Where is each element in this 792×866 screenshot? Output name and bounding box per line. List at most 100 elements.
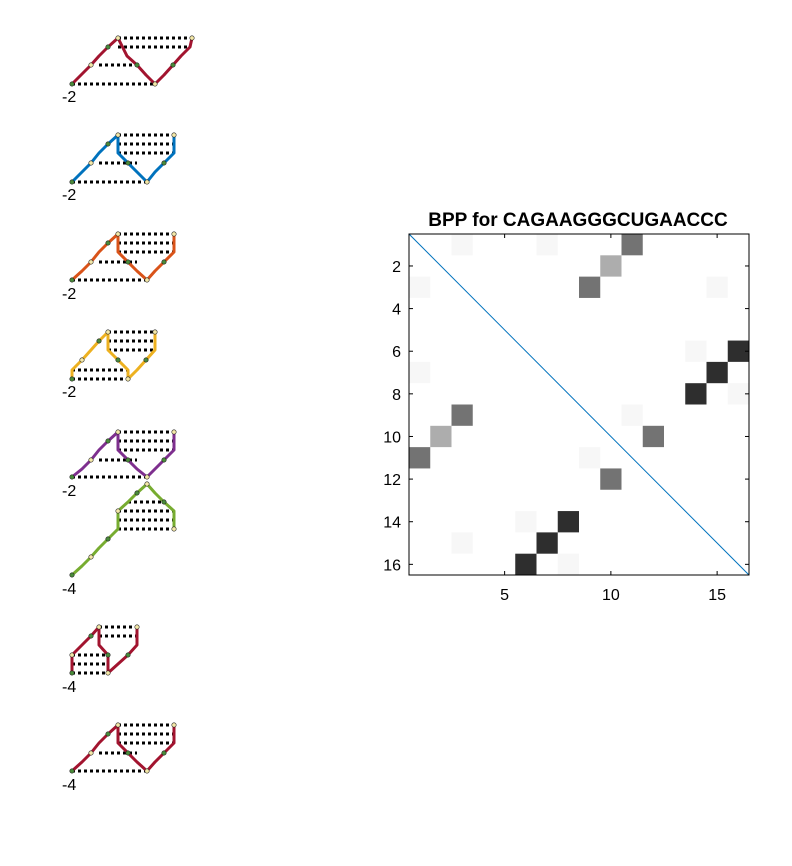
heatmap-cells — [409, 234, 749, 575]
y-tick-label: 6 — [392, 344, 401, 361]
heatmap-cell — [515, 553, 537, 575]
nucleotide-dot — [88, 633, 94, 639]
y-tick-label: 4 — [392, 302, 401, 319]
nucleotide-dot — [79, 357, 85, 363]
heatmap-cell — [579, 276, 601, 298]
structure-diagram-7: -4 — [62, 624, 140, 696]
structure-energy-8: -4 — [62, 777, 76, 794]
structure-energy-5: -2 — [62, 483, 76, 500]
x-tick-label: 5 — [500, 587, 509, 604]
nucleotide-dot — [161, 259, 167, 265]
heatmap-cell — [536, 532, 558, 554]
nucleotide-dot — [125, 160, 131, 166]
nucleotide-dot — [115, 357, 121, 363]
structure-energy-1: -2 — [62, 89, 76, 106]
nucleotide-dot — [171, 526, 177, 532]
structure-diagram-1: -2 — [62, 35, 195, 106]
nucleotide-dot — [161, 750, 167, 756]
y-tick-label: 12 — [383, 472, 401, 489]
structure-energy-3: -2 — [62, 286, 76, 303]
nucleotide-dot — [96, 338, 102, 344]
nucleotide-dot — [161, 160, 167, 166]
nucleotide-dot — [69, 572, 75, 578]
nucleotide-dot — [161, 499, 167, 505]
heatmap-cell — [727, 383, 749, 405]
nucleotide-dot — [69, 376, 75, 382]
nucleotide-dot — [144, 277, 150, 283]
nucleotide-dot — [69, 277, 75, 283]
chart-title: BPP for CAGAAGGGCUGAACCC — [428, 210, 728, 231]
nucleotide-dot — [105, 438, 111, 444]
nucleotide-dot — [125, 376, 131, 382]
nucleotide-dot — [105, 44, 111, 50]
heatmap-cell — [451, 234, 473, 256]
nucleotide-dot — [69, 768, 75, 774]
heatmap-cell — [706, 276, 728, 298]
nucleotide-dot — [115, 722, 121, 728]
structure-energy-7: -4 — [62, 679, 76, 696]
structure-diagram-6: -4 — [62, 481, 177, 598]
nucleotide-dot — [125, 457, 131, 463]
heatmap-cell — [430, 425, 452, 448]
heatmap-cell — [600, 468, 622, 490]
nucleotide-dot — [125, 652, 131, 658]
heatmap-cell — [515, 511, 537, 533]
structure-diagram-8: -4 — [62, 722, 177, 794]
nucleotide-dot — [125, 750, 131, 756]
nucleotide-dot — [115, 429, 121, 435]
heatmap-cell — [409, 276, 431, 298]
structure-backbone-8 — [70, 723, 176, 773]
axis-ticks: 2 4 6 8 10 12 14 16 5 10 15 — [383, 234, 749, 604]
nucleotide-dot — [134, 624, 140, 630]
nucleotide-dot — [105, 141, 111, 147]
nucleotide-dot — [105, 731, 111, 737]
nucleotide-dot — [134, 490, 140, 496]
nucleotide-dot — [144, 768, 150, 774]
structure-energy-4: -2 — [62, 384, 76, 401]
structure-backbone-1 — [70, 36, 194, 86]
heatmap-cell — [706, 361, 728, 384]
heatmap-cell — [409, 447, 431, 469]
nucleotide-dot — [143, 357, 149, 363]
x-tick-label: 15 — [708, 587, 726, 604]
y-tick-label: 2 — [392, 259, 401, 276]
x-tick-label: 10 — [602, 587, 620, 604]
nucleotide-dot — [171, 429, 177, 435]
structure-backbone-5 — [71, 430, 176, 479]
nucleotide-dot — [88, 160, 94, 166]
structure-diagram-3: -2 — [62, 231, 177, 303]
structure-backbone-7 — [70, 625, 139, 675]
nucleotide-dot — [88, 554, 94, 560]
y-tick-label: 10 — [383, 429, 401, 446]
structure-backbone-3 — [70, 232, 176, 282]
bpp-heatmap: BPP for CAGAAGGGCUGAACCC 2 4 6 8 10 12 14 16 5 10… — [383, 210, 750, 604]
nucleotide-dot — [144, 481, 150, 487]
nucleotide-dot — [170, 62, 176, 68]
nucleotide-dot — [69, 179, 75, 185]
nucleotide-dot — [189, 35, 195, 41]
structure-energy-6: -4 — [62, 581, 76, 598]
nucleotide-dot — [115, 132, 121, 138]
nucleotide-dot — [152, 81, 158, 87]
nucleotide-dot — [88, 259, 94, 265]
nucleotide-dot — [105, 240, 111, 246]
heatmap-cell — [451, 532, 473, 554]
structure-backbone-6 — [70, 482, 176, 577]
nucleotide-dot — [115, 508, 121, 514]
heatmap-cell — [557, 553, 579, 575]
nucleotide-dot — [134, 62, 140, 68]
nucleotide-dot — [69, 652, 75, 658]
nucleotide-dot — [105, 652, 111, 658]
nucleotide-dot — [69, 670, 75, 676]
nucleotide-dot — [88, 750, 94, 756]
heatmap-cell — [621, 234, 643, 256]
nucleotide-dot — [115, 35, 121, 41]
nucleotide-dot — [105, 536, 111, 542]
nucleotide-dot — [105, 670, 111, 676]
heatmap-cell — [685, 340, 707, 362]
nucleotide-dot — [171, 231, 177, 237]
nucleotide-dot — [171, 132, 177, 138]
nucleotide-dot — [69, 81, 75, 87]
nucleotide-dot — [152, 329, 158, 335]
